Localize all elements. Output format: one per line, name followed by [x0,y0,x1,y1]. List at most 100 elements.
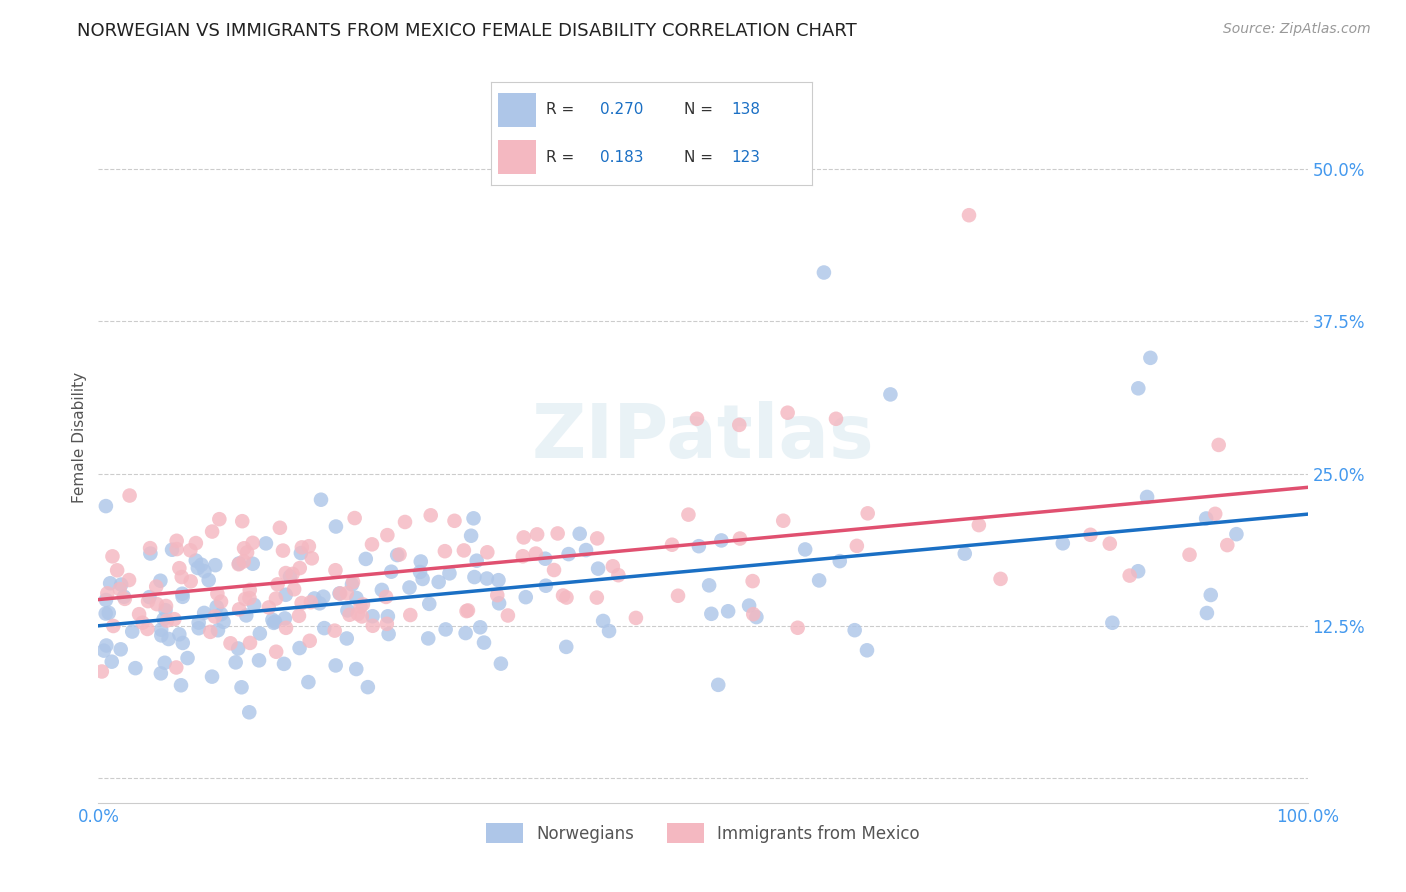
Point [108,582,131,596]
Point [488,573,510,587]
Point [347,607,370,621]
Point [575,543,598,558]
Point [741,574,763,588]
Point [146,597,169,611]
Point [155,599,177,613]
Point [228,558,250,572]
Point [443,514,465,528]
Point [361,619,384,633]
Point [512,530,534,544]
Point [262,613,284,627]
Point [269,521,291,535]
Point [314,621,336,635]
Point [145,580,167,594]
Point [460,529,482,543]
Point [187,615,209,630]
Point [794,542,817,557]
Point [551,589,574,603]
Point [98,576,121,591]
Point [112,590,135,604]
Point [308,596,330,610]
Point [375,590,398,604]
Point [204,609,226,624]
Point [585,591,607,605]
Point [166,542,188,557]
Point [412,572,434,586]
Point [235,608,257,623]
Point [1195,606,1218,620]
Point [233,592,256,607]
Point [128,607,150,622]
Point [700,607,723,621]
Point [856,506,879,520]
Point [371,582,394,597]
Point [728,417,751,432]
Point [388,548,411,562]
Point [586,561,609,575]
Point [1195,511,1218,525]
Point [136,594,159,608]
Point [273,657,295,671]
Point [328,586,350,600]
Point [325,563,347,577]
Point [329,586,352,600]
Point [361,609,384,624]
Point [138,590,160,604]
Point [477,545,499,559]
Point [325,658,347,673]
Point [340,577,363,591]
Point [686,412,709,426]
Point [1126,564,1149,578]
Point [475,572,498,586]
Text: Source: ZipAtlas.com: Source: ZipAtlas.com [1223,22,1371,37]
Point [1101,615,1123,630]
Point [399,607,422,622]
Point [586,532,609,546]
Point [1080,528,1102,542]
Point [742,607,765,622]
Point [717,604,740,618]
Point [776,406,799,420]
Point [1225,527,1247,541]
Point [90,665,112,679]
Point [298,633,321,648]
Point [602,559,624,574]
Point [350,609,373,624]
Point [439,566,461,581]
Point [231,681,253,695]
Point [207,624,229,638]
Point [274,621,297,635]
Point [263,615,285,630]
Point [94,607,117,621]
Point [219,636,242,650]
Point [205,599,228,614]
Point [844,623,866,637]
Point [264,645,287,659]
Point [336,632,359,646]
Point [813,266,835,280]
Point [166,533,188,548]
Point [434,623,457,637]
Point [309,492,332,507]
Point [264,615,287,629]
Point [1118,568,1140,582]
Point [419,508,441,523]
Point [170,678,193,692]
Point [1136,490,1159,504]
Point [149,666,172,681]
Point [156,614,179,628]
Point [312,590,335,604]
Point [398,581,420,595]
Point [394,515,416,529]
Point [170,570,193,584]
Point [344,662,367,676]
Point [169,561,191,575]
Point [409,565,432,579]
Point [297,675,319,690]
Point [486,588,509,602]
Point [238,706,260,720]
Point [1128,381,1150,395]
Point [433,544,456,558]
Point [201,524,224,539]
Point [1216,538,1239,552]
